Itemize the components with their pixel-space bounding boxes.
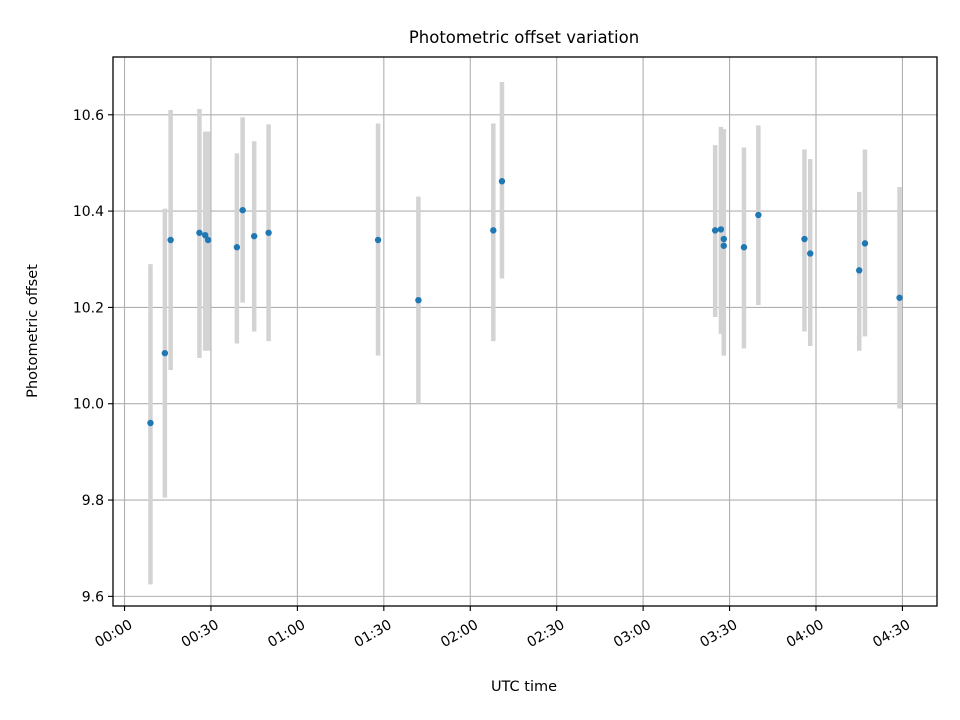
- y-axis-label: Photometric offset: [25, 264, 41, 398]
- data-points: [147, 178, 903, 427]
- data-point: [720, 242, 727, 249]
- y-tick-label: 10.4: [73, 204, 104, 220]
- data-point: [161, 349, 169, 357]
- x-axis-label: UTC time: [491, 679, 557, 695]
- chart-title: Photometric offset variation: [409, 28, 639, 47]
- data-point: [807, 250, 814, 257]
- data-point: [167, 236, 174, 244]
- data-point: [265, 229, 272, 236]
- data-point: [239, 206, 246, 214]
- data-point: [196, 229, 203, 236]
- y-tick-label: 10.2: [73, 300, 104, 316]
- y-axis-ticks: 9.6 9.8 10.0 10.2 10.4 10.6: [73, 108, 113, 605]
- data-point: [374, 236, 382, 244]
- y-tick-label: 10.6: [73, 108, 104, 124]
- data-point: [711, 227, 719, 234]
- data-point: [250, 232, 258, 240]
- data-point: [861, 240, 869, 247]
- plot-frame: [112, 56, 938, 607]
- data-point: [856, 267, 863, 274]
- data-point: [147, 419, 154, 427]
- data-point: [717, 226, 725, 233]
- data-point: [740, 244, 748, 251]
- data-point: [415, 296, 422, 304]
- y-tick-label: 9.6: [82, 589, 104, 605]
- data-point: [801, 235, 808, 243]
- data-point: [720, 235, 727, 243]
- data-point: [201, 231, 209, 239]
- grid-lines: [113, 57, 937, 606]
- data-point: [896, 294, 903, 301]
- data-point: [204, 236, 212, 244]
- y-tick-label: 9.8: [82, 493, 104, 509]
- data-point: [490, 227, 497, 234]
- data-point: [498, 178, 506, 185]
- data-point: [233, 244, 241, 251]
- data-point: [755, 211, 762, 219]
- y-tick-label: 10.0: [73, 397, 104, 413]
